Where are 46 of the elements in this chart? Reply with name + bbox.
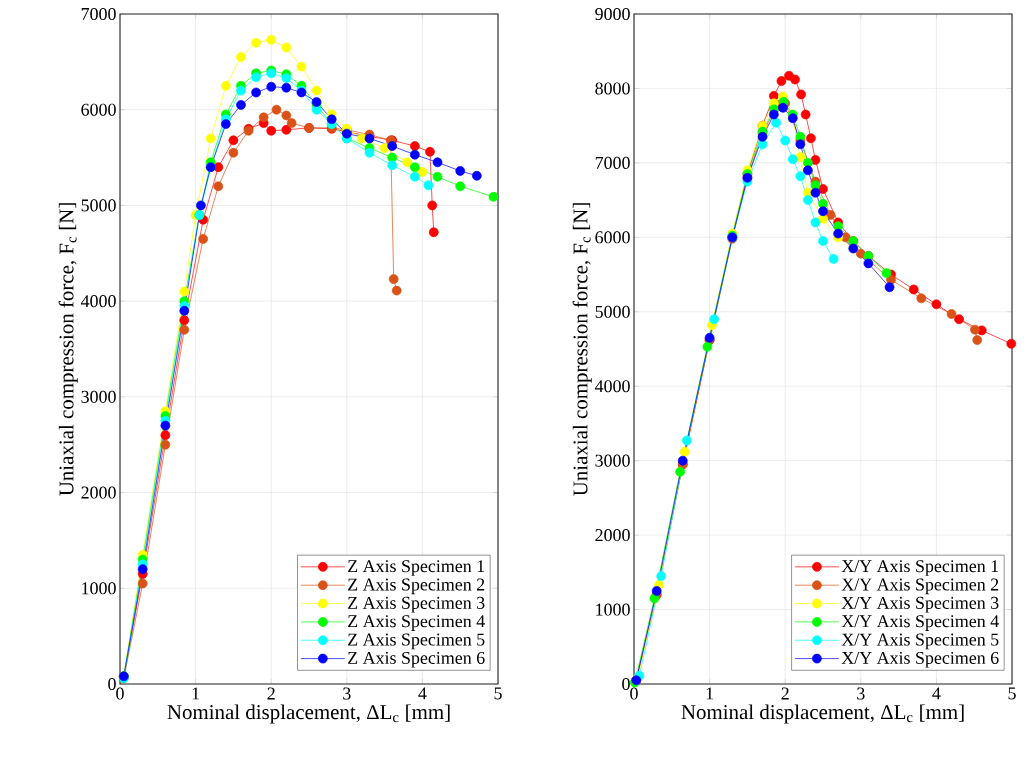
x-tick-label: 1 <box>192 687 200 700</box>
y-tick-label: 4000 <box>594 380 630 393</box>
legend-label: Z Axis Specimen 3 <box>348 596 485 613</box>
y-tick-label: 2000 <box>595 529 630 542</box>
legend-label: X/Y Axis Specimen 3 <box>841 596 999 613</box>
x-tick-label: 1 <box>706 687 714 700</box>
y-tick-label: 5000 <box>81 199 116 212</box>
legend-label: X/Y Axis Specimen 5 <box>841 633 999 650</box>
x-tick-label: 0 <box>630 687 638 700</box>
x-tick-label: 2 <box>267 687 275 700</box>
y-tick-label: 4000 <box>80 295 116 308</box>
y-tick-label: 3000 <box>595 454 630 467</box>
x-axis-title: Nominal displacement, ΔL$_{c}$ [mm] <box>167 704 450 724</box>
x-tick-label: 0 <box>116 687 124 700</box>
y-tick-label: 6000 <box>81 103 116 116</box>
legend-label: Z Axis Specimen 1 <box>348 560 485 576</box>
x-tick-label: 2 <box>781 687 789 700</box>
legend-label: X/Y Axis Specimen 2 <box>841 578 999 595</box>
y-axis-title: Uniaxial compression force, F$_{c}$ [N] <box>58 203 78 496</box>
y-tick-label: 8000 <box>595 82 630 95</box>
legend-label: Z Axis Specimen 4 <box>348 615 485 631</box>
legend-label: Z Axis Specimen 5 <box>348 633 485 650</box>
x-tick-label: 3 <box>343 687 351 700</box>
legend-label: X/Y Axis Specimen 1 <box>841 560 999 576</box>
x-tick-label: 4 <box>932 687 941 700</box>
y-tick-label: 6000 <box>595 231 630 244</box>
x-tick-label: 5 <box>1008 687 1016 700</box>
y-tick-label: 9000 <box>595 7 630 21</box>
x-tick-label: 4 <box>418 687 427 700</box>
y-tick-label: 2000 <box>81 486 116 499</box>
x-tick-label: 5 <box>494 687 502 700</box>
y-tick-label: 0 <box>622 677 630 691</box>
legend-label: Z Axis Specimen 2 <box>348 578 485 595</box>
y-tick-label: 5000 <box>595 305 630 318</box>
y-tick-label: 3000 <box>81 390 116 403</box>
y-tick-label: 7000 <box>595 156 630 169</box>
y-tick-label: 0 <box>108 677 116 691</box>
legend-label: Z Axis Specimen 6 <box>348 651 485 668</box>
legend-label: X/Y Axis Specimen 6 <box>841 651 999 668</box>
legend-label: X/Y Axis Specimen 4 <box>841 615 999 631</box>
y-tick-label: 7000 <box>81 7 116 21</box>
y-tick-label: 1000 <box>596 603 630 616</box>
y-tick-label: 1000 <box>82 582 116 595</box>
x-tick-label: 3 <box>857 687 865 700</box>
y-axis-title: Uniaxial compression force, F$_{c}$ [N] <box>572 203 592 496</box>
x-axis-title: Nominal displacement, ΔL$_{c}$ [mm] <box>681 704 964 724</box>
